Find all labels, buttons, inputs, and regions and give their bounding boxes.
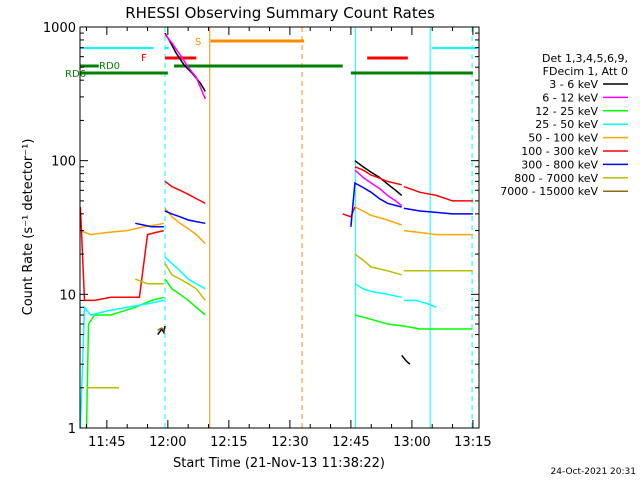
series-line <box>135 222 164 228</box>
y-tick-label: 100 <box>51 155 76 170</box>
flag-label-rd0: RD0 <box>99 61 120 72</box>
footer-date: 24-Oct-2021 20:31 <box>551 467 636 477</box>
legend-label: 6 - 12 keV <box>542 91 598 104</box>
series-layer <box>79 32 473 429</box>
x-tick-label: 12:45 <box>332 435 369 450</box>
chart-title: RHESSI Observing Summary Count Rates <box>125 4 435 22</box>
vertical-lines <box>164 27 473 428</box>
series-line <box>354 253 402 276</box>
plot-frame <box>79 26 480 429</box>
legend-label: 3 - 6 keV <box>549 78 598 91</box>
series-line <box>79 206 164 302</box>
series-line <box>79 299 164 429</box>
series-line <box>401 354 411 365</box>
series-line <box>157 325 166 336</box>
series-line <box>164 256 206 290</box>
series-line <box>164 207 206 245</box>
legend: Det 1,3,4,5,6,9,FDecim 1, Att 03 - 6 keV… <box>500 52 628 198</box>
flag-bars: S F RD0 RD6 <box>65 37 477 80</box>
series-line <box>164 180 206 204</box>
x-tick-label: 12:15 <box>210 435 247 450</box>
legend-header: FDecim 1, Att 0 <box>543 65 628 78</box>
x-tick-label: 13:00 <box>393 435 430 450</box>
x-tick-label: 12:30 <box>271 435 308 450</box>
series-line <box>403 299 437 308</box>
flag-label-f: F <box>141 53 147 64</box>
series-line <box>135 278 164 285</box>
series-line <box>80 222 164 236</box>
x-tick-label: 12:00 <box>149 435 186 450</box>
series-line <box>354 169 403 207</box>
axis-layer: 1 10 100 1000 11:45 12:00 12:15 12:30 12:45 13:00… <box>43 21 492 450</box>
legend-label: 800 - 7000 keV <box>514 172 598 185</box>
series-line <box>354 314 473 330</box>
series-line <box>403 185 473 202</box>
legend-label: 300 - 800 keV <box>521 158 598 171</box>
x-tick-label: 11:45 <box>88 435 125 450</box>
legend-header: Det 1,3,4,5,6,9, <box>542 52 628 65</box>
series-line <box>354 166 402 186</box>
series-line <box>403 229 473 236</box>
series-line <box>354 206 402 226</box>
series-line <box>164 33 206 100</box>
flag-label-rd6: RD6 <box>65 69 86 80</box>
series-line <box>164 263 206 301</box>
flag-label-s: S <box>195 37 201 48</box>
series-line <box>157 327 166 332</box>
legend-label: 100 - 300 keV <box>521 145 598 158</box>
series-line <box>342 206 356 218</box>
x-tick-label: 13:15 <box>454 435 491 450</box>
legend-label: 7000 - 15000 keV <box>500 185 598 198</box>
legend-label: 25 - 50 keV <box>535 118 598 131</box>
y-tick-label: 1000 <box>43 21 76 36</box>
series-line <box>164 210 206 225</box>
y-axis-label: Count Rate (s⁻¹ detector⁻¹) <box>21 139 36 316</box>
series-line <box>403 207 473 215</box>
series-line <box>164 278 206 316</box>
y-tick-label: 1 <box>68 422 76 437</box>
series-line <box>354 283 402 299</box>
series-line <box>85 296 164 429</box>
legend-label: 12 - 25 keV <box>535 105 598 118</box>
series-line <box>350 181 402 227</box>
legend-label: 50 - 100 keV <box>528 132 598 145</box>
x-axis-label: Start Time (21-Nov-13 11:38:22) <box>173 456 385 471</box>
y-tick-label: 10 <box>59 288 76 303</box>
